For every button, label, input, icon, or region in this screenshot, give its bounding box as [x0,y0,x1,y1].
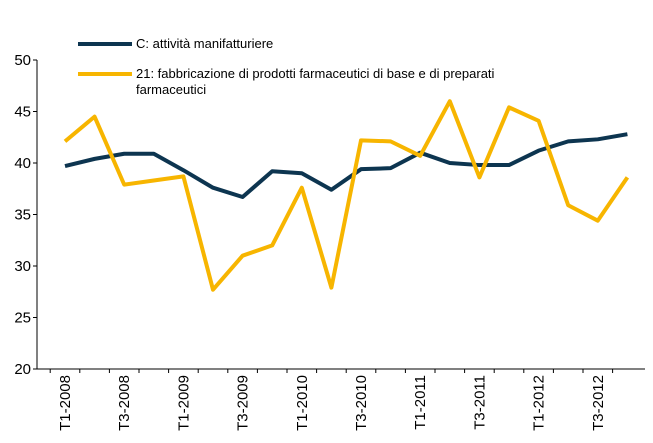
x-tick-label: T3-2012 [590,375,607,431]
x-tick-label: T1-2009 [175,375,192,431]
legend-item: C: attività manifatturiere [78,36,556,52]
y-tick-label: 45 [14,104,31,121]
legend: C: attività manifatturiere 21: fabbricazi… [78,36,556,112]
series-line [63,99,630,292]
y-tick-label: 40 [14,155,31,172]
y-tick-label: 35 [14,207,31,224]
legend-label: C: attività manifatturiere [136,36,274,51]
x-tick-label: T3-2009 [235,375,252,431]
legend-swatch [78,72,132,76]
series-line [64,132,628,199]
y-tick-label: 20 [14,361,31,378]
x-tick-label: T1-2010 [294,375,311,431]
y-tick-label: 50 [14,52,31,69]
x-tick-label: T3-2008 [116,375,133,431]
legend-item: 21: fabbricazione di prodotti farmaceuti… [78,66,556,98]
legend-swatch [78,42,132,46]
legend-label: 21: fabbricazione di prodotti farmaceuti… [136,66,495,97]
x-tick-label: T3-2011 [471,375,488,430]
x-tick-label: T3-2010 [353,375,370,431]
x-tick-label: T1-2008 [57,375,74,431]
y-tick-label: 25 [14,310,31,327]
y-tick-label: 30 [14,258,31,275]
x-tick-label: T1-2011 [412,375,429,430]
x-tick-label: T1-2012 [531,375,548,431]
